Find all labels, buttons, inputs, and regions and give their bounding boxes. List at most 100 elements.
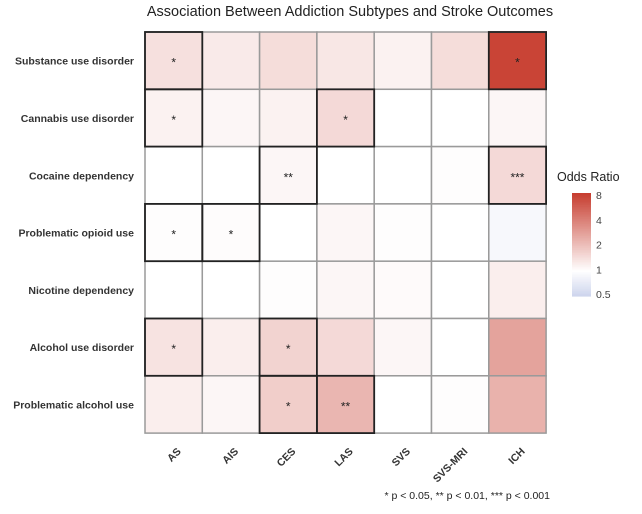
legend-colorbar-segment <box>572 265 591 268</box>
legend-colorbar-segment <box>572 247 591 251</box>
heatmap-cell <box>201 145 261 205</box>
legend-colorbar-segment <box>572 280 591 283</box>
heatmap-cell <box>258 260 318 320</box>
heatmap-cell <box>144 145 204 205</box>
legend-colorbar-segment <box>572 294 591 297</box>
heatmap-cell <box>316 260 375 320</box>
legend-colorbar-segment <box>572 210 591 213</box>
legend-colorbar-segment <box>572 199 591 203</box>
legend-colorbar-segment <box>572 203 591 206</box>
legend-colorbar-segment <box>572 251 591 254</box>
legend-colorbar-segment <box>572 244 591 247</box>
legend-colorbar-segment <box>572 249 591 252</box>
heatmap-cell <box>373 260 433 320</box>
heatmap-cell <box>373 88 433 148</box>
heatmap-cell <box>258 88 318 148</box>
legend-colorbar-segment <box>572 230 591 234</box>
legend-colorbar-segment <box>572 198 591 201</box>
legend-colorbar-segment <box>572 246 591 249</box>
legend-colorbar-segment <box>572 290 591 294</box>
legend-colorbar-segment <box>572 218 591 222</box>
legend-colorbar-segment <box>572 278 591 282</box>
heatmap-cell <box>488 203 547 262</box>
significance-label: * <box>286 342 291 356</box>
y-tick-label: Problematic opioid use <box>18 228 134 240</box>
significance-label: * <box>171 56 176 70</box>
legend-colorbar-segment <box>572 287 591 290</box>
legend-colorbar-segment <box>572 254 591 258</box>
legend-colorbar-segment <box>572 235 591 239</box>
significance-label: * <box>515 56 520 70</box>
heatmap-cell <box>316 31 375 91</box>
heatmap-cell <box>144 375 204 434</box>
heatmap-cell <box>488 88 547 148</box>
heatmap-cell <box>430 375 490 434</box>
legend-colorbar-segment <box>572 206 591 210</box>
heatmap-cell <box>144 260 204 320</box>
significance-label: * <box>171 342 176 356</box>
chart-title: Association Between Addiction Subtypes a… <box>146 4 554 20</box>
legend-colorbar-segment <box>572 261 591 264</box>
legend-colorbar-segment <box>572 223 591 227</box>
heatmap-cell <box>201 88 261 148</box>
legend-tick-label: 8 <box>596 190 602 202</box>
y-tick-label: Nicotine dependency <box>28 285 134 297</box>
heatmap-cell <box>201 260 261 320</box>
legend-colorbar-segment <box>572 253 591 256</box>
x-tick-label: LAS <box>332 446 355 469</box>
significant-cell-border <box>315 88 376 148</box>
legend-colorbar-segment <box>572 234 591 237</box>
significance-label: * <box>343 113 348 127</box>
heatmap-cell <box>373 203 433 262</box>
heatmap-cell <box>258 375 318 434</box>
significance-label: *** <box>510 170 524 184</box>
significant-cell-border <box>144 88 204 148</box>
heatmap-cell <box>373 145 433 205</box>
legend-tick-label: 2 <box>596 240 602 252</box>
heatmap-cell <box>373 317 433 377</box>
heatmap-cell <box>316 317 375 377</box>
legend-colorbar-segment <box>572 263 591 266</box>
heatmap-cell <box>373 375 433 434</box>
legend-colorbar-segment <box>572 259 591 263</box>
legend-colorbar-segment <box>572 271 591 275</box>
heatmap-cell <box>488 145 547 205</box>
x-tick-label: ICH <box>506 446 527 467</box>
y-tick-label: Problematic alcohol use <box>13 399 134 411</box>
legend-colorbar-segment <box>572 277 591 280</box>
legend-colorbar-segment <box>572 194 591 198</box>
y-tick-label: Substance use disorder <box>15 56 134 68</box>
heatmap-cell <box>430 203 490 262</box>
heatmap-cell <box>201 375 261 434</box>
legend-colorbar-segment <box>572 208 591 211</box>
significance-label: ** <box>284 170 294 184</box>
heatmap-cell <box>144 203 204 262</box>
legend-colorbar-segment <box>572 282 591 285</box>
heatmap-cell <box>430 31 490 91</box>
x-tick-label: CES <box>275 446 299 470</box>
significance-label: * <box>171 113 176 127</box>
heatmap-cell <box>488 317 547 377</box>
significant-cell-border <box>315 374 376 434</box>
legend-title: Odds Ratio <box>557 170 620 184</box>
significant-cell-border <box>201 202 261 263</box>
legend-colorbar-segment <box>572 196 591 199</box>
legend-colorbar-segment <box>572 289 591 292</box>
heatmap-cell <box>258 31 318 91</box>
legend-colorbar-segment <box>572 217 591 220</box>
significance-label: * <box>171 228 176 242</box>
legend-colorbar-segment <box>572 283 591 287</box>
legend-colorbar-segment <box>572 193 591 196</box>
legend-colorbar-segment <box>572 242 591 246</box>
significant-cell-border <box>144 317 204 377</box>
significance-label: ** <box>341 399 351 413</box>
heatmap-cell <box>258 203 318 262</box>
significance-label: * <box>229 228 234 242</box>
legend-colorbar-segment <box>572 222 591 225</box>
legend-colorbar-segment <box>572 237 591 240</box>
heatmap-cell <box>430 317 490 377</box>
heatmap-cell <box>201 317 261 377</box>
significant-cell-border <box>487 31 547 91</box>
heatmap-cell <box>430 88 490 148</box>
